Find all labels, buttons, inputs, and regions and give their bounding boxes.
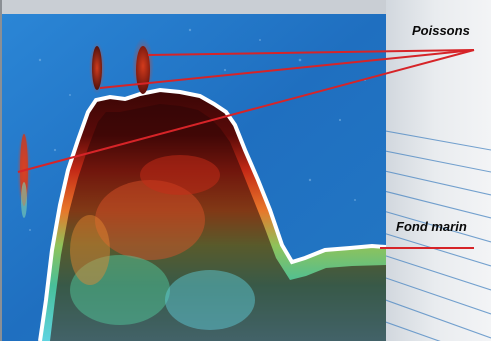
fish-label: Poissons xyxy=(412,23,470,38)
seabed-echo xyxy=(38,87,387,341)
water-speckles xyxy=(29,28,366,231)
seabed-label: Fond marin xyxy=(396,219,467,234)
pointer-lines xyxy=(17,49,475,249)
